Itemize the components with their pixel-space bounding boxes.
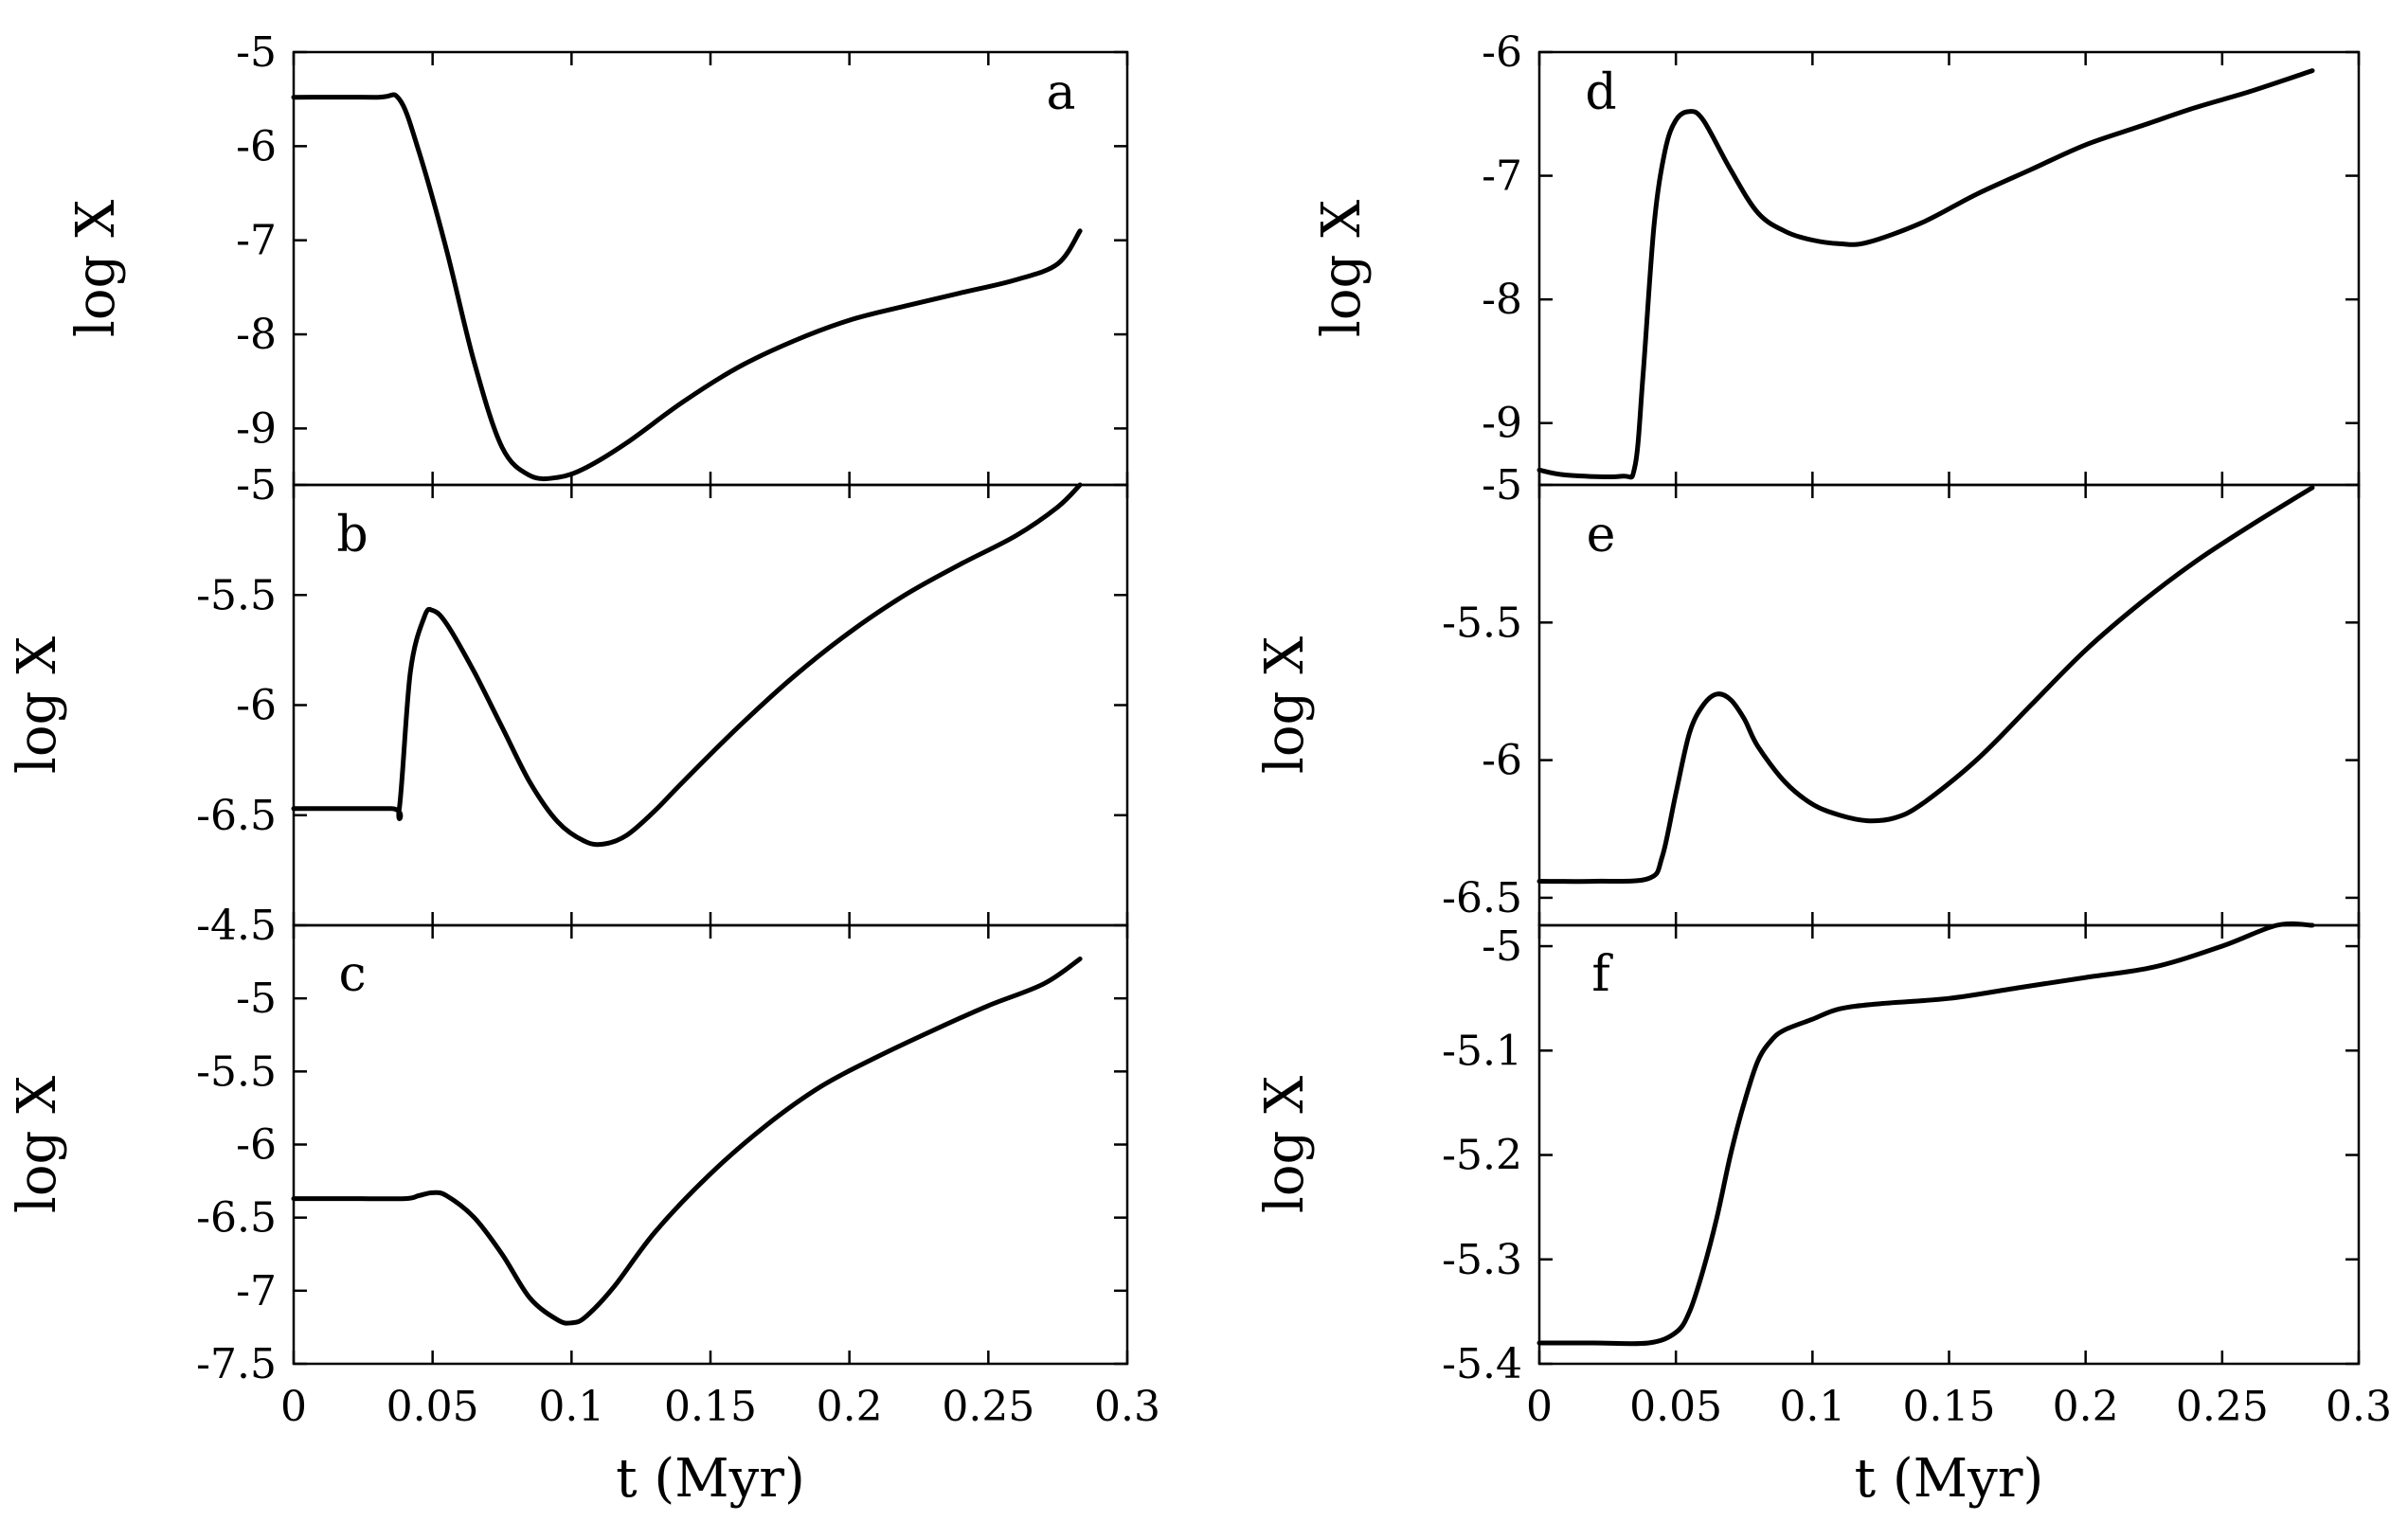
data-series-line bbox=[1536, 68, 2315, 480]
y-tick-label: -7.5 bbox=[196, 1340, 277, 1388]
y-tick-label: -6 bbox=[236, 682, 277, 730]
panel-b: -5 -5.5 -6 -6.5 log X b bbox=[7, 461, 1129, 927]
panel-label: d bbox=[1585, 64, 1616, 121]
x-tick-label: 0.3 bbox=[2326, 1383, 2392, 1431]
y-tick-label: -6 bbox=[1482, 737, 1522, 785]
y-tick-label: -6.5 bbox=[196, 792, 277, 840]
y-tick-label: -7 bbox=[1482, 152, 1522, 201]
y-tick-label: -9 bbox=[236, 404, 277, 453]
y-tick-label: -7 bbox=[236, 217, 277, 265]
panel-label: c bbox=[338, 946, 366, 1003]
x-tick-label: 0.05 bbox=[386, 1383, 479, 1431]
x-tick-label: 0.25 bbox=[2176, 1383, 2269, 1431]
y-axis-label: log X bbox=[65, 200, 127, 337]
x-tick-label: 0.15 bbox=[664, 1383, 757, 1431]
y-tick-label: -5 bbox=[236, 461, 277, 510]
x-tick-label: 0.15 bbox=[1903, 1383, 1996, 1431]
x-tick-label: 0.25 bbox=[942, 1383, 1034, 1431]
y-tick-label: -6.5 bbox=[196, 1194, 277, 1243]
panel-label: b bbox=[336, 507, 368, 564]
y-axis-label: log X bbox=[7, 1076, 68, 1213]
panel-a: -5 -6 -7 -8 -9 log X a bbox=[65, 28, 1129, 487]
panel-label: a bbox=[1046, 64, 1075, 121]
y-tick-label: -5.2 bbox=[1442, 1132, 1522, 1180]
panel-e: -5 -5.5 -6 -6.5 log X e bbox=[1254, 461, 2361, 927]
plot-frame bbox=[292, 50, 1129, 487]
y-tick-label: -5 bbox=[236, 28, 277, 77]
panel-f: 0 0.05 0.1 0.15 0.2 0.25 0.3 -5 -5.1 -5.2 -5.3 -5.4… bbox=[1254, 921, 2392, 1510]
plot-frame bbox=[292, 483, 1129, 927]
y-tick-label: -5 bbox=[1482, 461, 1522, 510]
panel-label: f bbox=[1591, 946, 1613, 1003]
plot-frame bbox=[1537, 923, 2361, 1366]
y-tick-label: -5.4 bbox=[1442, 1340, 1522, 1388]
y-axis-label: log X bbox=[1254, 1076, 1316, 1213]
plot-frame bbox=[1537, 50, 2361, 487]
y-axis-label: log X bbox=[7, 636, 68, 774]
y-tick-label: -4.5 bbox=[196, 902, 277, 950]
panel-d: -6 -7 -8 -9 log X d bbox=[1311, 28, 2361, 487]
y-tick-label: -8 bbox=[1482, 276, 1522, 324]
y-tick-label: -5 bbox=[236, 975, 277, 1023]
plot-frame bbox=[292, 923, 1129, 1366]
x-tick-label: 0 bbox=[1526, 1383, 1553, 1431]
data-series-line bbox=[1536, 485, 2315, 885]
y-axis-label: log X bbox=[1311, 200, 1373, 337]
y-tick-label: -5.3 bbox=[1442, 1236, 1522, 1284]
x-axis-label: t (Myr) bbox=[616, 1448, 805, 1510]
y-tick-label: -6.5 bbox=[1442, 874, 1522, 922]
x-tick-label: 0.05 bbox=[1629, 1383, 1722, 1431]
x-tick-label: 0.1 bbox=[1779, 1383, 1845, 1431]
y-tick-label: -5.5 bbox=[196, 571, 277, 619]
data-series-line bbox=[1536, 921, 2315, 1347]
panel-c: 0 0.05 0.1 0.15 0.2 0.25 0.3 -4.5 -5 -5.5 -6 -6.5 -7… bbox=[7, 902, 1160, 1510]
data-series-line bbox=[291, 482, 1083, 848]
y-tick-label: -5.5 bbox=[1442, 599, 1522, 647]
y-tick-label: -5.5 bbox=[196, 1047, 277, 1096]
x-tick-label: 0.3 bbox=[1094, 1383, 1160, 1431]
x-tick-label: 0.2 bbox=[2053, 1383, 2119, 1431]
panel-label: e bbox=[1587, 507, 1616, 564]
y-axis-label: log X bbox=[1254, 636, 1316, 774]
x-tick-label: 0.1 bbox=[538, 1383, 604, 1431]
y-tick-label: -6 bbox=[236, 1121, 277, 1170]
data-series-line bbox=[291, 92, 1083, 482]
y-tick-label: -6 bbox=[236, 122, 277, 170]
x-tick-label: 0 bbox=[280, 1383, 307, 1431]
y-tick-label: -8 bbox=[236, 311, 277, 359]
x-tick-label: 0.2 bbox=[817, 1383, 883, 1431]
y-tick-label: -7 bbox=[236, 1267, 277, 1315]
x-axis-label: t (Myr) bbox=[1855, 1448, 2044, 1510]
y-tick-label: -5.1 bbox=[1442, 1027, 1522, 1075]
y-tick-label: -5 bbox=[1482, 922, 1522, 971]
data-series-line bbox=[291, 957, 1083, 1326]
y-tick-label: -9 bbox=[1482, 400, 1522, 448]
y-tick-label: -6 bbox=[1482, 28, 1522, 77]
